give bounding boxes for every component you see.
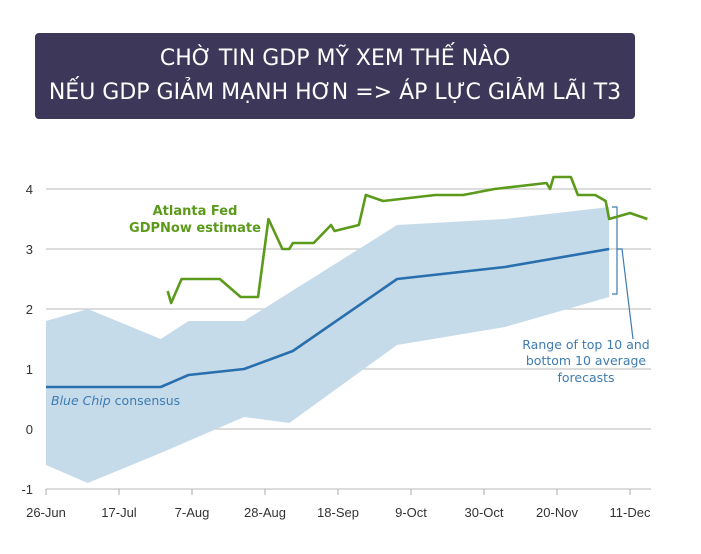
y-tick-label: 1: [26, 362, 33, 377]
x-tick-label: 9-Oct: [395, 505, 427, 520]
y-tick-label: 4: [26, 182, 33, 197]
x-tick-label: 20-Nov: [536, 505, 578, 520]
x-tick-label: 26-Jun: [26, 505, 66, 520]
range-leader-line: [617, 248, 634, 340]
x-tick-label: 28-Aug: [244, 505, 286, 520]
forecast-range-band: [46, 207, 610, 483]
y-tick-label: -1: [21, 482, 33, 497]
blue-chip-label-italic: Blue Chip: [51, 393, 111, 408]
blue-chip-label: Blue Chip consensus: [51, 393, 180, 408]
title-line-1: CHỜ TIN GDP MỸ XEM THẾ NÀO: [159, 46, 511, 71]
x-tick-label: 17-Jul: [101, 505, 137, 520]
y-tick-label: 0: [26, 422, 33, 437]
gdpnow-line: [166, 175, 648, 305]
title-line-2: NẾU GDP GIẢM MẠNH HƠN => ÁP LỰC GIẢM LÃI…: [48, 80, 622, 105]
y-tick-label: 2: [26, 302, 33, 317]
range-label-1: Range of top 10 and: [522, 337, 649, 352]
blue-chip-label-rest: consensus: [111, 393, 181, 408]
range-label-3: forecasts: [557, 370, 614, 385]
blue-chip-line: [46, 247, 610, 389]
range-label-2: bottom 10 average: [526, 353, 647, 368]
range-bracket: [612, 206, 618, 295]
y-tick-label: 3: [26, 242, 33, 257]
x-tick-label: 18-Sep: [317, 505, 359, 520]
gdpnow-label-1: Atlanta Fed: [153, 204, 238, 219]
x-tick-label: 7-Aug: [175, 505, 210, 520]
x-tick-label: 11-Dec: [610, 505, 651, 520]
title-banner: CHỜ TIN GDP MỸ XEM THẾ NÀO NẾU GDP GIẢM …: [35, 33, 635, 119]
gdpnow-label-2: GDPNow estimate: [129, 221, 261, 236]
x-tick-label: 30-Oct: [464, 505, 503, 520]
